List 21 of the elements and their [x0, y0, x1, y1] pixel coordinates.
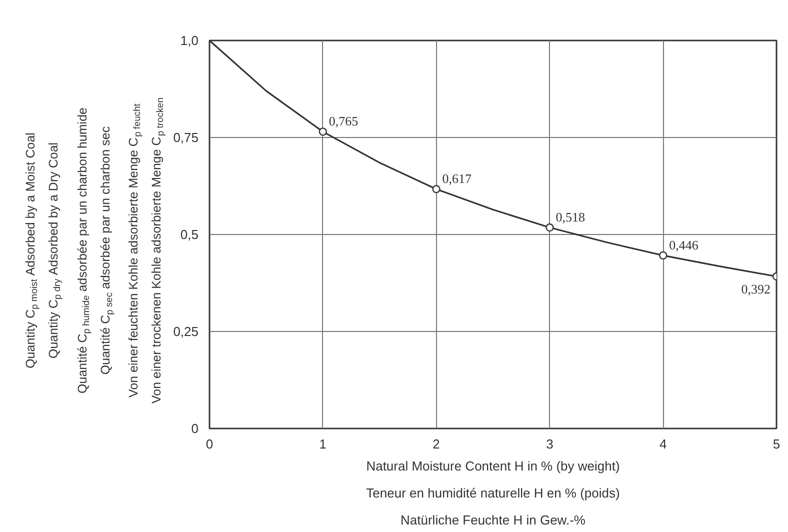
point — [432, 185, 440, 194]
y-tick-label: 0,25 — [173, 324, 199, 339]
point — [318, 128, 327, 136]
y-tick-label: 1,0 — [180, 33, 199, 48]
x-tick-label: 2 — [432, 436, 440, 452]
x-axis-title: Natural Moisture Content H in % (by weight) Teneur en humidité naturelle H en % (poids) Natürliche Feuchte H in Gew.-% — [366, 458, 620, 528]
data-label: 0,392 — [741, 281, 770, 296]
point — [659, 251, 668, 260]
data-label: 0,765 — [328, 114, 358, 129]
y-tick-label: 0,5 — [180, 227, 199, 242]
data-label: 0,446 — [669, 237, 699, 252]
y-tick-label: 0,75 — [173, 130, 199, 145]
y-tick-label: 0 — [191, 421, 199, 436]
data-label: 0,518 — [556, 210, 585, 225]
x-tick-label: 0 — [206, 436, 214, 452]
x-tick-label: 3 — [546, 436, 554, 452]
x-tick-label: 4 — [659, 436, 667, 452]
x-tick-label: 1 — [319, 436, 327, 452]
x-tick-label: 5 — [772, 436, 780, 452]
point — [546, 223, 554, 232]
data-label: 0,617 — [442, 171, 472, 186]
